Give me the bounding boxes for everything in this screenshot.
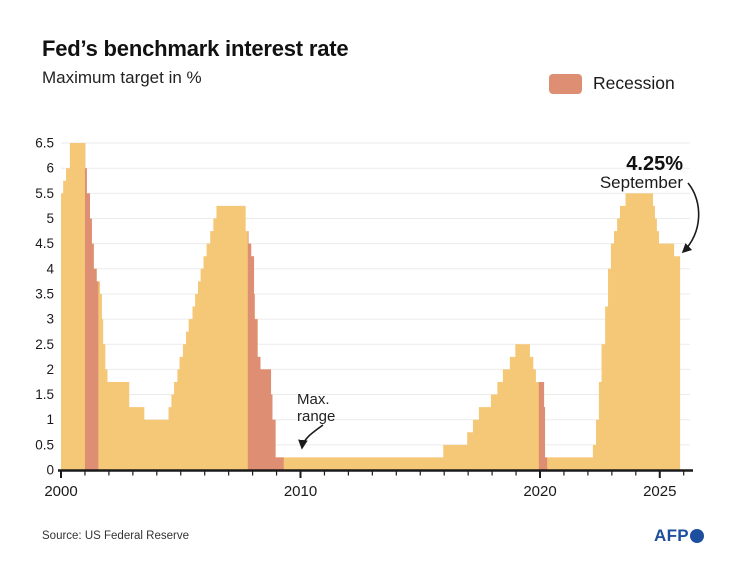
y-tick-label: 0 <box>46 463 54 478</box>
y-tick-label: 5.5 <box>35 186 54 201</box>
latest-value-annotation: 4.25% <box>626 153 683 175</box>
x-tick-label: 2000 <box>44 483 77 500</box>
y-tick-label: 6 <box>46 161 54 176</box>
y-tick-label: 4 <box>46 261 54 276</box>
x-tick-label: 2010 <box>284 483 317 500</box>
y-tick-label: 3.5 <box>35 286 54 301</box>
latest-value-arrow <box>681 182 700 254</box>
max-range-arrow <box>298 424 324 450</box>
x-tick-label: 2020 <box>523 483 556 500</box>
rate-area <box>61 143 681 471</box>
y-tick-label: 1.5 <box>35 387 54 402</box>
y-tick-label: 1 <box>46 412 54 427</box>
legend: Recession <box>549 73 675 94</box>
recession-band <box>538 381 548 470</box>
recession-legend-label: Recession <box>593 73 675 93</box>
max-range-annotation: range <box>297 408 335 425</box>
afp-logo: AFP <box>654 526 704 546</box>
afp-logo-text: AFP <box>654 526 689 545</box>
afp-globe-icon <box>689 529 704 543</box>
recession-legend-swatch <box>549 73 582 94</box>
chart-subtitle: Maximum target in % <box>42 68 202 87</box>
recession-band <box>84 143 99 471</box>
latest-value-label: September <box>600 173 683 192</box>
source-text: Source: US Federal Reserve <box>42 530 190 542</box>
max-range-annotation: Max. <box>297 391 330 408</box>
recession-band <box>247 231 284 470</box>
y-tick-label: 3 <box>46 312 54 327</box>
x-tick-label: 2025 <box>643 483 676 500</box>
y-tick-label: 2 <box>46 362 54 377</box>
y-tick-label: 2.5 <box>35 337 54 352</box>
y-tick-label: 5 <box>46 211 54 226</box>
y-tick-label: 6.5 <box>35 136 54 151</box>
y-tick-label: 4.5 <box>35 236 54 251</box>
page-title: Fed’s benchmark interest rate <box>42 36 349 61</box>
y-tick-label: 0.5 <box>35 437 54 452</box>
